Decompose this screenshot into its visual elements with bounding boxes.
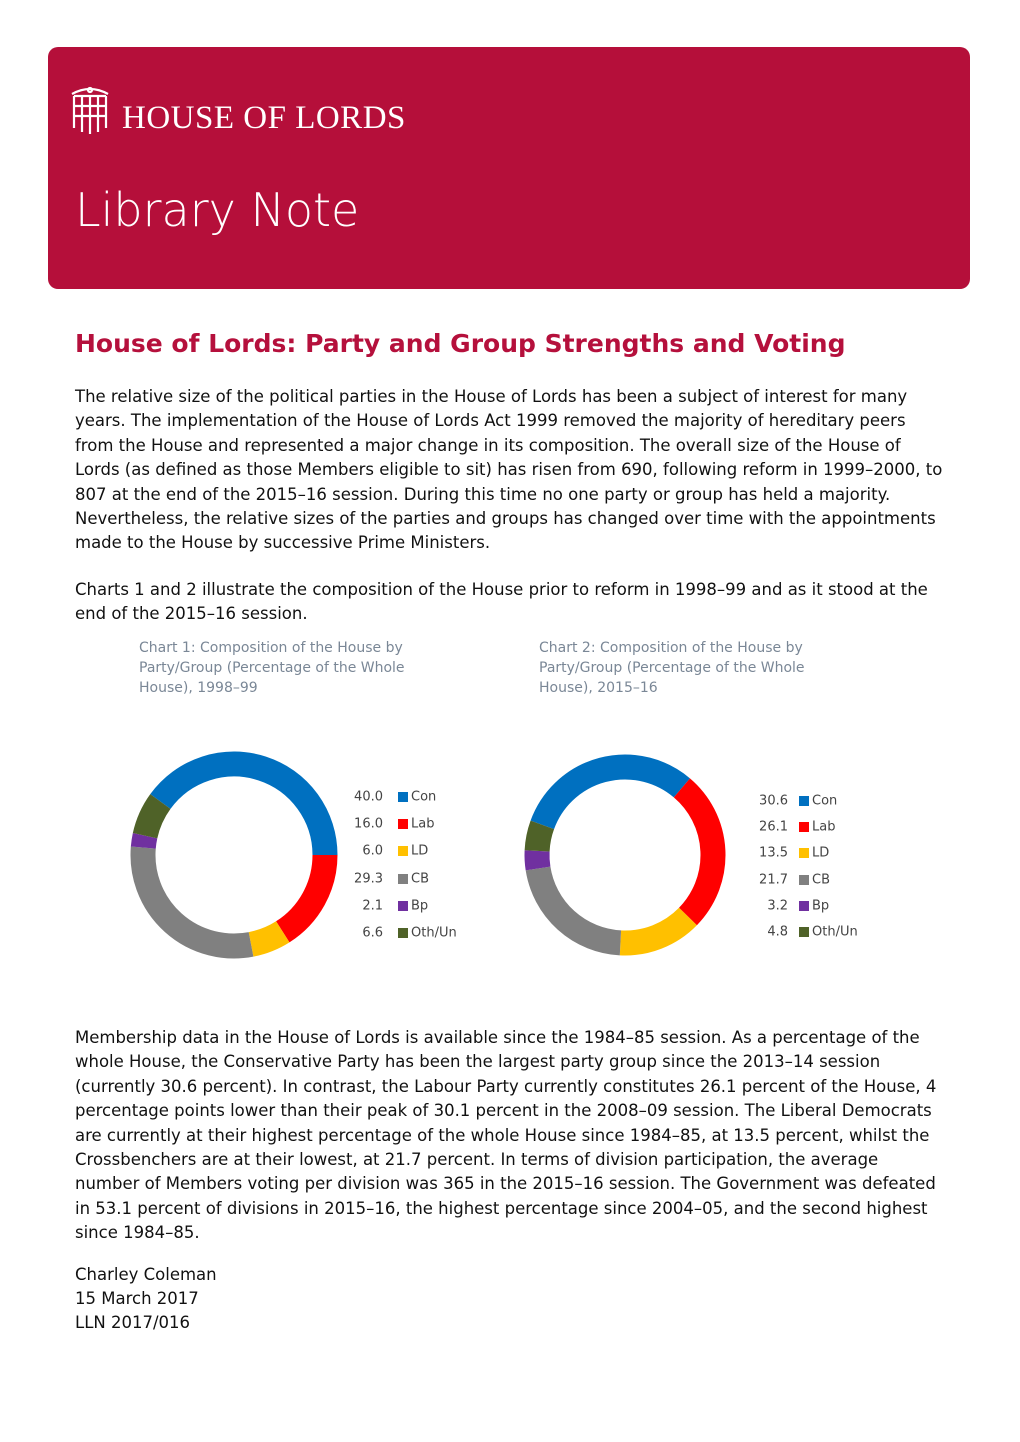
legend-label: Bp <box>411 899 428 914</box>
paragraph: The relative size of the political parti… <box>75 387 943 553</box>
legend-swatch <box>799 901 809 911</box>
value-label: 6.0 <box>362 844 383 859</box>
legend-swatch <box>799 875 809 885</box>
donut-segment <box>248 921 290 957</box>
legend-label: Lab <box>411 817 434 832</box>
value-label: 13.5 <box>759 846 788 861</box>
header-banner <box>48 47 970 289</box>
value-label: 6.6 <box>362 926 383 941</box>
organisation: HOUSE OF LORDS <box>122 100 406 136</box>
donut-segment <box>150 751 338 856</box>
chart-title: Chart 1: Composition of the House by Par… <box>139 640 405 696</box>
donut-segment <box>130 846 254 959</box>
donut-segment <box>525 866 622 956</box>
donut-segment <box>673 778 726 926</box>
legend-label: Oth/Un <box>411 926 457 941</box>
donut-segment <box>130 833 158 849</box>
donut-segment <box>530 754 690 830</box>
reference: LLN 2017/016 <box>75 1313 191 1332</box>
legend-label: CB <box>411 872 429 887</box>
legend-label: Con <box>812 794 837 809</box>
legend-label: Con <box>411 790 436 805</box>
paragraph: Membership data in the House of Lords is… <box>75 1028 937 1243</box>
donut-segment <box>275 854 338 943</box>
value-label: 16.0 <box>354 817 383 832</box>
value-label: 40.0 <box>354 790 383 805</box>
legend-label: Bp <box>812 899 829 914</box>
value-label: 30.6 <box>759 794 788 809</box>
document-title: House of Lords: Party and Group Strength… <box>75 329 846 358</box>
series-title: Library Note <box>75 183 360 237</box>
legend-swatch <box>398 792 408 802</box>
legend-swatch <box>799 927 809 937</box>
legend-label: Oth/Un <box>812 925 858 940</box>
value-label: 3.2 <box>767 899 788 914</box>
legend-label: CB <box>812 873 830 888</box>
legend-swatch <box>398 846 408 856</box>
legend-swatch <box>799 822 809 832</box>
chart-title: Chart 2: Composition of the House by Par… <box>539 640 805 696</box>
date: 15 March 2017 <box>75 1289 199 1308</box>
charts: 40.0 Con 16.0 Lab 6.0 LD 29.3 CB 2.1 Bp 6.6 Oth/Un 3… <box>130 751 858 959</box>
value-label: 26.1 <box>759 820 788 835</box>
legend-swatch <box>398 928 408 938</box>
legend-label: LD <box>411 844 428 859</box>
legend-swatch <box>398 874 408 884</box>
author: Charley Coleman <box>75 1265 217 1284</box>
value-label: 4.8 <box>767 925 788 940</box>
donut-segment <box>524 820 555 852</box>
donut-segment <box>619 907 697 956</box>
portcullis-logo <box>71 86 109 134</box>
paragraph: Charts 1 and 2 illustrate the compositio… <box>75 580 928 624</box>
legend-swatch <box>398 819 408 829</box>
legend-label: Lab <box>812 820 835 835</box>
donut-segment <box>132 794 171 839</box>
value-label: 21.7 <box>759 873 788 888</box>
legend-swatch <box>799 796 809 806</box>
value-label: 2.1 <box>362 899 383 914</box>
donut-segment <box>524 850 551 871</box>
legend-swatch <box>799 848 809 858</box>
legend-swatch <box>398 901 408 911</box>
legend-label: LD <box>812 846 829 861</box>
value-label: 29.3 <box>354 872 383 887</box>
